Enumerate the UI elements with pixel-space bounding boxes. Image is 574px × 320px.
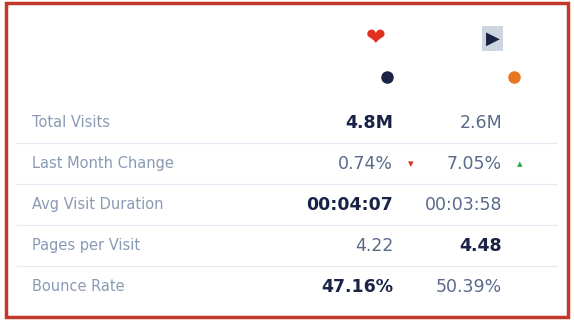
Text: 0.74%: 0.74% (338, 155, 393, 173)
Text: 47.16%: 47.16% (321, 278, 393, 296)
Text: Last Month Change: Last Month Change (32, 156, 173, 171)
Text: 2.6M: 2.6M (460, 114, 502, 132)
Text: 4.48: 4.48 (460, 237, 502, 255)
Text: 00:04:07: 00:04:07 (307, 196, 393, 214)
Text: ▶: ▶ (486, 29, 499, 47)
Text: 00:03:58: 00:03:58 (425, 196, 502, 214)
Text: 50.39%: 50.39% (436, 278, 502, 296)
Text: ▾: ▾ (408, 159, 413, 169)
Text: ▴: ▴ (517, 159, 522, 169)
Text: 4.22: 4.22 (355, 237, 393, 255)
Text: ❤: ❤ (366, 26, 386, 50)
Text: Bounce Rate: Bounce Rate (32, 279, 124, 294)
Text: Avg Visit Duration: Avg Visit Duration (32, 197, 163, 212)
Text: 4.8M: 4.8M (345, 114, 393, 132)
Text: Total Visits: Total Visits (32, 116, 110, 130)
Text: Pages per Visit: Pages per Visit (32, 238, 139, 253)
Text: 7.05%: 7.05% (447, 155, 502, 173)
